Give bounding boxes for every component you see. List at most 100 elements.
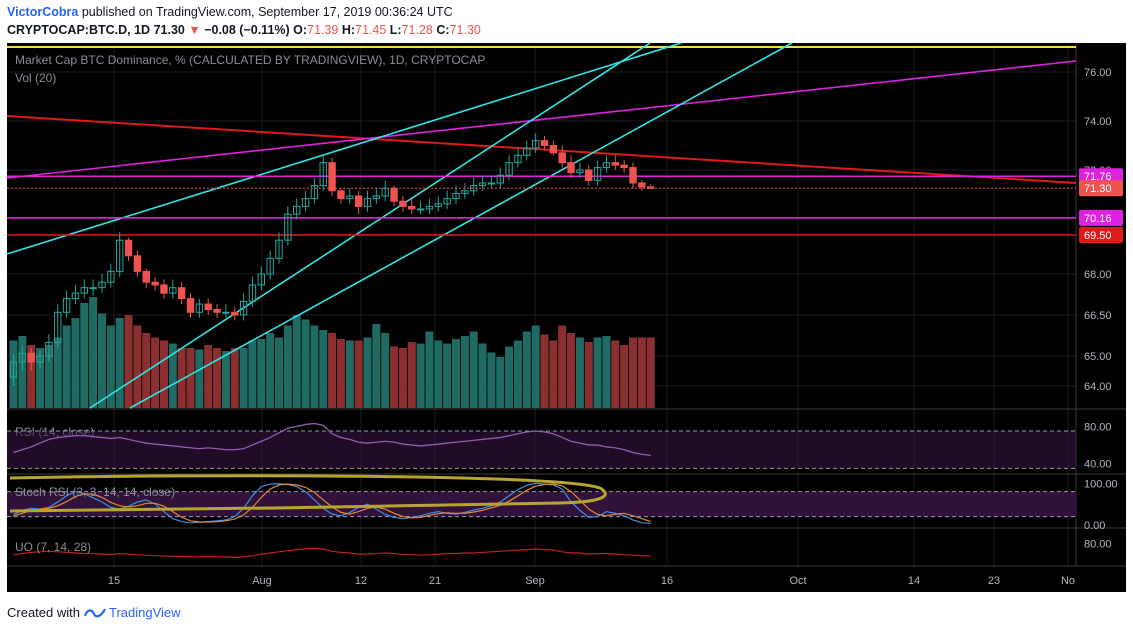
candle-body — [213, 309, 221, 313]
uo-line — [13, 547, 651, 559]
volume-bar — [425, 331, 434, 408]
candle-body — [354, 195, 363, 207]
volume-bar — [186, 348, 195, 408]
candle-body — [116, 239, 124, 272]
candle-body — [310, 185, 319, 200]
x-tick-label: Sep — [525, 575, 545, 587]
volume-bar — [637, 337, 646, 408]
candle-body — [257, 273, 266, 286]
author-link[interactable]: VictorCobra — [7, 5, 79, 19]
volume-bar — [390, 346, 399, 408]
volume-bar — [602, 336, 611, 408]
y-tick-label: 40.00 — [1084, 459, 1112, 471]
volume-bar — [124, 315, 133, 408]
candle-body — [142, 270, 150, 283]
y-tick-label: 66.50 — [1084, 310, 1112, 322]
candle-body — [470, 185, 478, 192]
cyan-channel-upper-line — [6, 42, 682, 255]
volume-bar — [513, 340, 522, 408]
rsi-band — [7, 431, 1076, 469]
candle-body — [80, 287, 88, 294]
last-price: 71.30 — [153, 23, 185, 37]
volume-bar — [239, 348, 248, 408]
volume-bar — [115, 318, 124, 408]
candle-body — [443, 198, 451, 205]
volume-bar — [487, 352, 496, 408]
volume-bar — [27, 345, 36, 408]
candle-body — [523, 147, 531, 156]
y-tick-label: 0.00 — [1084, 520, 1105, 532]
candle-body — [381, 187, 389, 197]
candle-body — [248, 284, 257, 302]
price-tag — [1079, 180, 1123, 197]
volume-bar — [416, 343, 425, 408]
y-tick-label: 74.00 — [1084, 116, 1112, 128]
candle-body — [611, 162, 619, 166]
time-axis-background — [7, 566, 1126, 592]
candle-body — [293, 205, 301, 215]
candle-body — [160, 284, 168, 294]
volume-bar — [620, 345, 629, 408]
candle-body — [89, 287, 97, 290]
candle-body — [337, 190, 345, 200]
candle-body — [434, 203, 443, 207]
volume-bar — [310, 325, 319, 408]
volume-bar — [336, 339, 345, 408]
candle-body — [45, 341, 53, 357]
candle-body — [169, 287, 177, 294]
candle-body — [284, 213, 292, 241]
candle-body — [98, 281, 106, 289]
volume-bar — [257, 339, 266, 408]
close-value: 71.30 — [449, 23, 481, 37]
tradingview-brand[interactable]: TradingView — [109, 605, 181, 620]
candle-body — [363, 198, 372, 207]
volume-bar — [434, 340, 443, 408]
volume-bar — [460, 336, 469, 408]
x-tick-label: 21 — [429, 575, 441, 587]
candle-body — [36, 355, 44, 363]
candle-body — [399, 200, 407, 207]
candle-body — [514, 154, 522, 164]
volume-bar — [204, 345, 213, 408]
rsi-line-overlay — [13, 422, 651, 456]
symbol-bar: CRYPTOCAP:BTC.D, 1D 71.30 ▼ −0.08 (−0.11… — [7, 23, 481, 37]
volume-bar — [398, 348, 407, 408]
candle-body — [319, 162, 327, 187]
volume-bar — [522, 331, 531, 408]
volume-bar — [301, 319, 310, 408]
volume-bar — [443, 343, 452, 408]
x-tick-label: 15 — [108, 575, 120, 587]
red-trend-line — [6, 115, 1077, 184]
candle-body — [54, 311, 62, 343]
open-value: 71.39 — [307, 23, 339, 37]
volume-bar — [505, 346, 514, 408]
y-tick-label: 64.00 — [1084, 381, 1112, 393]
candle-body — [461, 190, 469, 194]
x-tick-label: 14 — [908, 575, 920, 587]
cyan-channel-lower-line — [129, 42, 793, 409]
candle-body — [301, 198, 310, 207]
volume-bar — [106, 325, 115, 408]
volume-bar — [407, 342, 416, 408]
volume-bar — [98, 313, 106, 408]
candle-body — [27, 352, 35, 363]
volume-bar — [283, 325, 292, 408]
high-value: 71.45 — [355, 23, 387, 37]
volume-bar — [44, 345, 53, 408]
main-pane-title: Market Cap BTC Dominance, % (CALCULATED … — [15, 53, 485, 67]
candle-body — [593, 167, 602, 181]
x-tick-label: Oct — [789, 575, 806, 587]
candle-body — [567, 162, 575, 174]
price-axis-background — [1076, 43, 1126, 566]
volume-bar — [611, 340, 620, 408]
volume-bar — [319, 330, 328, 408]
candle-body — [531, 140, 540, 149]
plot-background — [7, 43, 1076, 566]
volume-bar — [593, 337, 602, 408]
candle-body — [151, 281, 159, 286]
volume-bar — [221, 351, 230, 408]
volume-bar — [248, 340, 257, 408]
volume-bar — [266, 333, 275, 408]
x-tick-label: Aug — [252, 575, 272, 587]
